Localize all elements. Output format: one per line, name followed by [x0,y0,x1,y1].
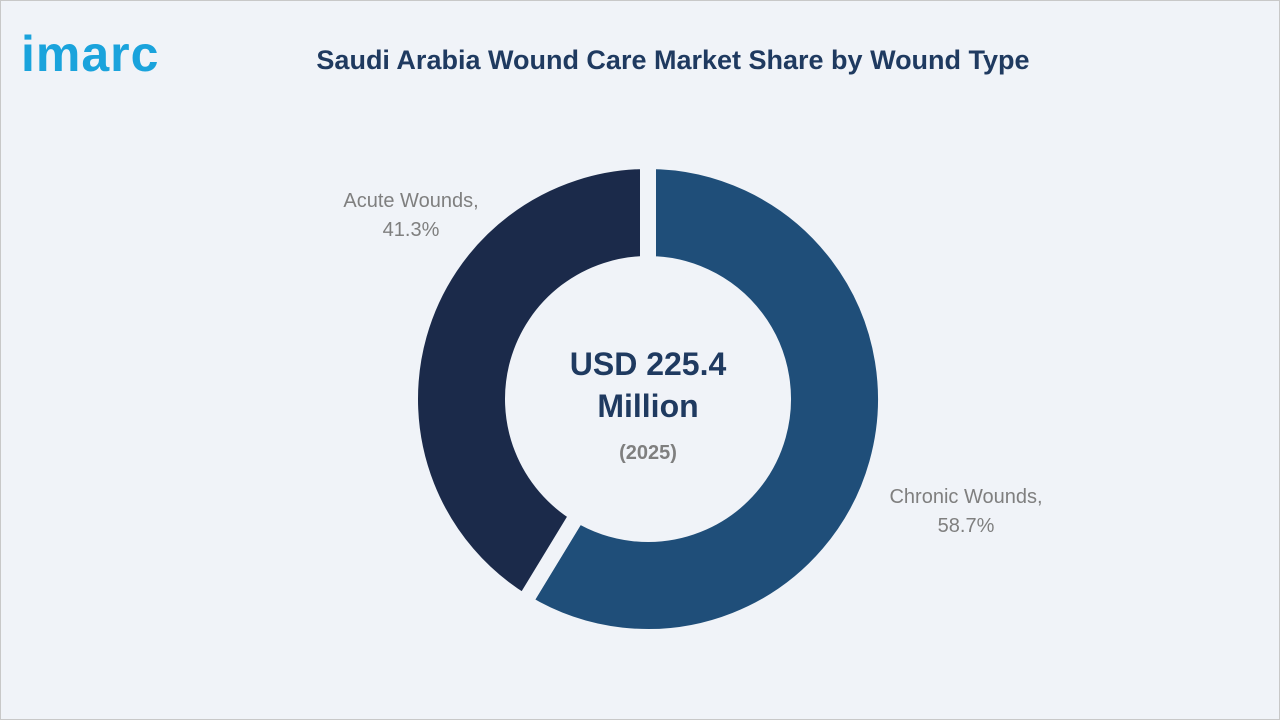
value-label: 58.7% [937,515,995,537]
chart-title: Saudi Arabia Wound Care Market Share by … [316,45,1030,75]
logo: imarc [21,26,160,82]
center-label: USD 225.4 Million [569,346,727,424]
slice-label: Chronic Wounds, 58.7% [861,483,1071,541]
center-sublabel: (2025) [619,442,677,464]
donut-slice [513,152,894,645]
donut-slice [402,152,656,614]
category-label: Chronic Wounds, [889,486,1043,508]
category-label: Acute Wounds, [343,190,479,212]
slice-label: Acute Wounds, 41.3% [311,187,511,245]
value-label: 41.3% [382,219,440,241]
